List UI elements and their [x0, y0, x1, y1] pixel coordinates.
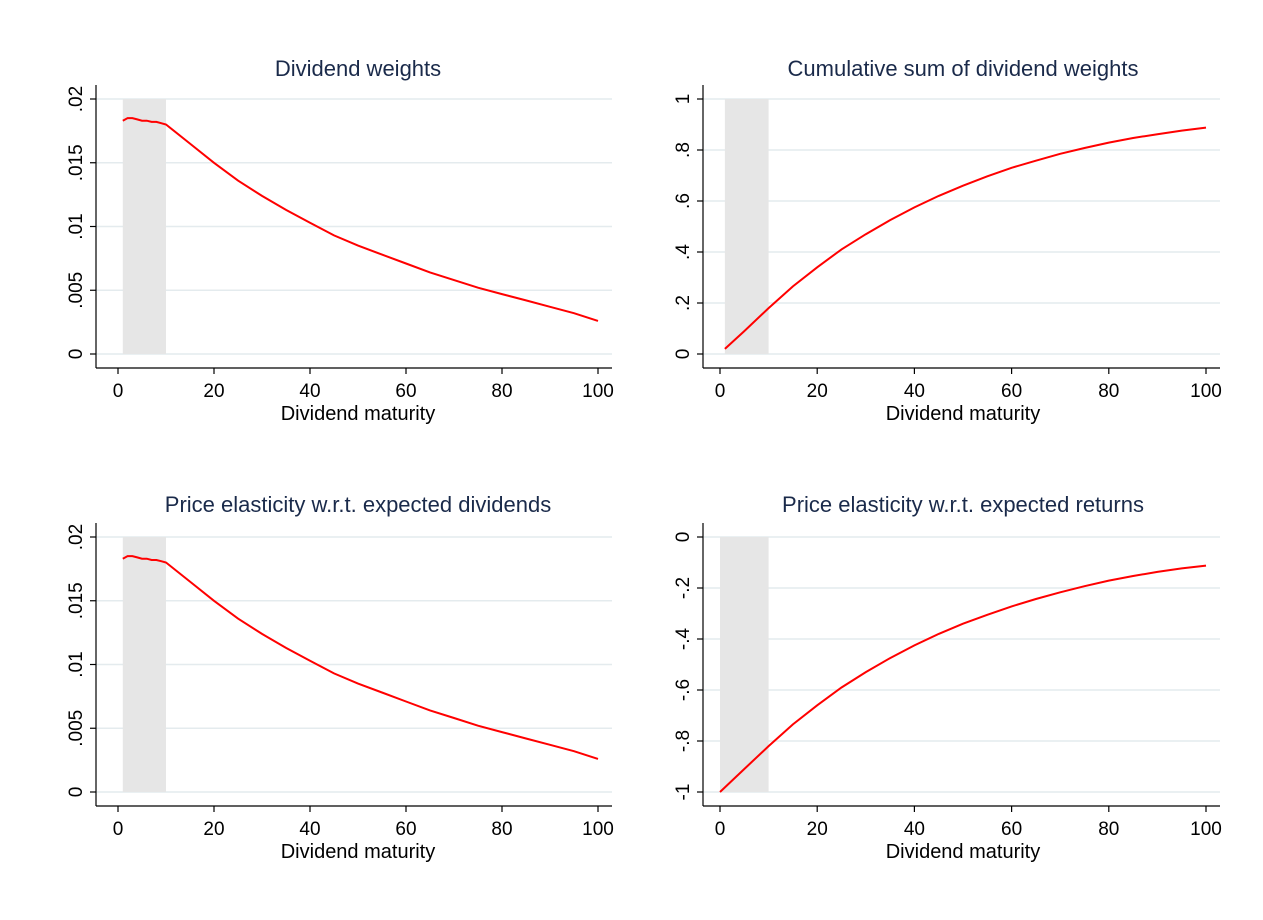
x-tick-label: 40	[904, 381, 925, 402]
series-line	[122, 555, 599, 760]
panel-title: Price elasticity w.r.t. expected returns	[782, 492, 1144, 517]
panel-title: Price elasticity w.r.t. expected dividen…	[165, 492, 551, 517]
y-tick-label: .02	[66, 524, 87, 550]
x-tick-label: 80	[1098, 381, 1119, 402]
y-tick-label: .02	[66, 86, 87, 112]
x-tick-label: 0	[113, 381, 124, 402]
y-tick-label: .8	[673, 142, 694, 158]
chart-panel-3: 0 .005 .01 .015 .02 0 20 40 60 80 100 Dividend matu…	[66, 492, 614, 863]
y-tick-label: 0	[66, 349, 87, 360]
shaded-region	[122, 99, 166, 354]
series-line	[122, 117, 599, 322]
x-tick-label: 60	[1001, 381, 1022, 402]
chart-panel-4: -1 -.8 -.6 -.4 -.2 0 0 20 40 60 80 100 Dividend matu…	[673, 492, 1222, 863]
chart-panel-2: 0 .2 .4 .6 .8 1 0 20 40 60 80 100 Dividend maturity C…	[673, 56, 1222, 425]
series-line	[724, 126, 1207, 350]
y-tick-label: -.4	[673, 627, 694, 650]
x-tick-label: 60	[395, 381, 416, 402]
x-tick-label: 40	[299, 381, 320, 402]
x-tick-label: 80	[491, 381, 512, 402]
y-tick-label: 0	[673, 532, 694, 543]
y-tick-label: 1	[673, 94, 694, 105]
y-tick-label: .4	[673, 244, 694, 260]
x-tick-label: 20	[203, 819, 224, 840]
y-tick-label: -.8	[673, 730, 694, 752]
x-axis-label: Dividend maturity	[281, 841, 436, 863]
x-tick-label: 80	[491, 819, 512, 840]
y-tick-label: 0	[673, 349, 694, 360]
x-axis-label: Dividend maturity	[886, 403, 1041, 425]
shaded-region	[720, 537, 769, 792]
y-tick-label: .005	[66, 710, 87, 747]
panel-title: Dividend weights	[275, 56, 441, 81]
y-tick-label: 0	[66, 787, 87, 798]
y-tick-label: .005	[66, 272, 87, 309]
x-tick-label: 80	[1098, 819, 1119, 840]
y-tick-label: .01	[66, 651, 87, 677]
x-tick-label: 100	[582, 819, 614, 840]
x-tick-label: 20	[203, 381, 224, 402]
x-tick-label: 40	[299, 819, 320, 840]
shaded-region	[724, 99, 769, 354]
y-tick-label: .6	[673, 193, 694, 209]
x-tick-label: 20	[807, 819, 828, 840]
x-tick-label: 20	[807, 381, 828, 402]
y-tick-label: .01	[66, 213, 87, 239]
panel-title: Cumulative sum of dividend weights	[788, 56, 1139, 81]
x-tick-label: 60	[395, 819, 416, 840]
x-tick-label: 0	[715, 381, 726, 402]
y-tick-label: -1	[673, 784, 694, 801]
x-tick-label: 100	[582, 381, 614, 402]
y-tick-label: -.6	[673, 679, 694, 701]
y-tick-label: .015	[66, 144, 87, 181]
series-line	[719, 564, 1207, 793]
chart-panel-1: 0 .005 .01 .015 .02 0 20 40 60 80 100 Dividend matu…	[66, 56, 614, 425]
x-tick-label: 40	[904, 819, 925, 840]
x-axis-label: Dividend maturity	[886, 841, 1041, 863]
y-tick-label: .015	[66, 582, 87, 619]
x-axis-label: Dividend maturity	[281, 403, 436, 425]
x-tick-label: 100	[1190, 819, 1222, 840]
y-tick-label: -.2	[673, 577, 694, 599]
x-tick-label: 100	[1190, 381, 1222, 402]
x-tick-label: 0	[113, 819, 124, 840]
x-tick-label: 60	[1001, 819, 1022, 840]
y-tick-label: .2	[673, 295, 694, 311]
shaded-region	[122, 537, 166, 792]
x-tick-label: 0	[715, 819, 726, 840]
